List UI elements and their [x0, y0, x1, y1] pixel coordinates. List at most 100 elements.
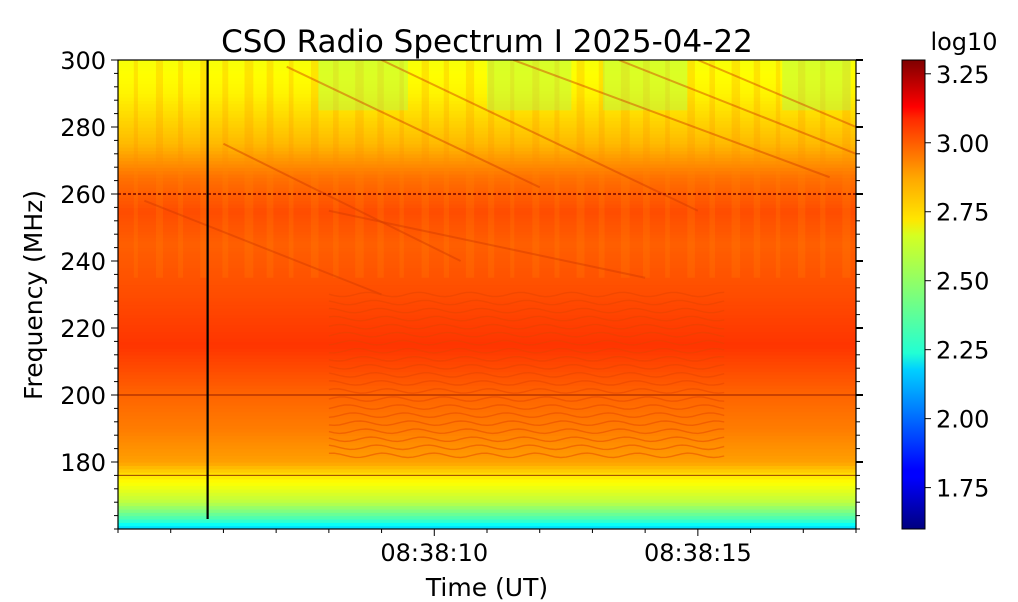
y-tick-label: 260 — [60, 181, 106, 209]
heatmap-row — [118, 247, 856, 252]
heatmap-row — [118, 237, 856, 242]
heatmap-row — [118, 277, 856, 282]
heatmap-row — [118, 187, 856, 192]
heatmap-row — [118, 207, 856, 212]
y-tick-label: 280 — [60, 114, 106, 142]
heatmap-row — [118, 428, 856, 433]
vertical-striation — [421, 60, 429, 278]
vertical-striation — [133, 60, 138, 278]
heatmap-row — [118, 240, 856, 245]
heatmap-row — [118, 472, 856, 476]
heatmap-row — [118, 435, 856, 440]
heatmap-row — [118, 455, 856, 460]
heatmap-row — [118, 401, 856, 406]
vertical-striation — [598, 60, 605, 278]
heatmap-row — [118, 130, 856, 135]
vertical-striation — [842, 60, 851, 278]
heatmap-row — [118, 508, 856, 513]
heatmap-row — [118, 150, 856, 155]
heatmap-row — [118, 512, 856, 517]
fringe-line — [328, 315, 725, 322]
heatmap-row — [118, 70, 856, 74]
heatmap-row — [118, 331, 856, 336]
heatmap-row — [118, 451, 856, 456]
heatmap-row — [118, 502, 856, 507]
vertical-striation — [488, 60, 495, 278]
heatmap-row — [118, 180, 856, 185]
heatmap-row — [118, 482, 856, 487]
heatmap-row — [118, 381, 856, 386]
heatmap-row — [118, 525, 856, 529]
fringe-line — [328, 396, 725, 402]
heatmap-row — [118, 384, 856, 389]
vertical-striation — [620, 60, 630, 278]
y-tick-label: 300 — [60, 47, 106, 75]
vertical-striation — [377, 60, 384, 278]
y-tick-label: 220 — [60, 315, 106, 343]
vertical-striation — [465, 60, 475, 278]
vertical-striation — [798, 60, 806, 278]
vertical-striation — [155, 60, 163, 278]
heatmap-row — [118, 304, 856, 309]
colorbar-tick-label: 1.75 — [936, 475, 989, 503]
heatmap-row — [118, 224, 856, 229]
fringe-line — [328, 420, 725, 427]
fringe-line — [328, 371, 725, 378]
fringe-line — [328, 404, 725, 411]
heatmap-row — [118, 498, 856, 503]
colorbar-tick-label: 2.00 — [936, 406, 989, 434]
heatmap-row — [118, 317, 856, 322]
heatmap-row — [118, 445, 856, 450]
heatmap-row — [118, 431, 856, 436]
heatmap-row — [118, 395, 856, 399]
vertical-striation — [665, 60, 670, 278]
heatmap-row — [118, 120, 856, 125]
heatmap-row — [118, 398, 856, 403]
y-axis-title: Frequency (MHz) — [19, 190, 48, 400]
heatmap-row — [118, 220, 856, 225]
heatmap-row — [118, 374, 856, 379]
heatmap-row — [118, 63, 856, 68]
heatmap-row — [118, 73, 856, 78]
vertical-striation — [399, 60, 404, 278]
heatmap-row — [118, 458, 856, 463]
vertical-striation — [643, 60, 650, 278]
heatmap-row — [118, 274, 856, 279]
colorbar-tick-label: 3.00 — [936, 130, 989, 158]
colorbar-label: log10 — [930, 28, 997, 56]
heatmap-row — [118, 140, 856, 145]
heatmap-row — [118, 495, 856, 500]
heatmap-row — [118, 287, 856, 292]
fringe-line — [328, 331, 725, 338]
heatmap-row — [118, 388, 856, 393]
heatmap-row — [118, 267, 856, 272]
drift-stripe — [328, 209, 646, 279]
heatmap-row — [118, 83, 856, 88]
heatmap-row — [118, 80, 856, 85]
vertical-striation — [532, 60, 540, 278]
heatmap-row — [118, 425, 856, 430]
vertical-striation — [355, 60, 364, 278]
heatmap-row — [118, 250, 856, 255]
heatmap-row — [118, 518, 856, 523]
heatmap-row — [118, 311, 856, 316]
heatmap-row — [118, 183, 856, 188]
fringe-line — [328, 299, 725, 306]
fringe-line — [328, 307, 725, 314]
heatmap-row — [118, 324, 856, 329]
heatmap-row — [118, 244, 856, 249]
vertical-striation — [178, 60, 184, 278]
y-tick-label: 200 — [60, 382, 106, 410]
heatmap-row — [118, 348, 856, 353]
plot-area — [118, 60, 856, 529]
fringe-line — [328, 347, 725, 354]
heatmap-row — [118, 66, 856, 71]
drift-stripe — [697, 60, 856, 128]
vertical-striation — [820, 60, 826, 278]
heatmap-row — [118, 230, 856, 235]
heatmap-row — [118, 328, 856, 332]
heatmap-row — [118, 177, 856, 182]
vertical-striation — [753, 60, 761, 278]
heatmap-row — [118, 96, 856, 101]
